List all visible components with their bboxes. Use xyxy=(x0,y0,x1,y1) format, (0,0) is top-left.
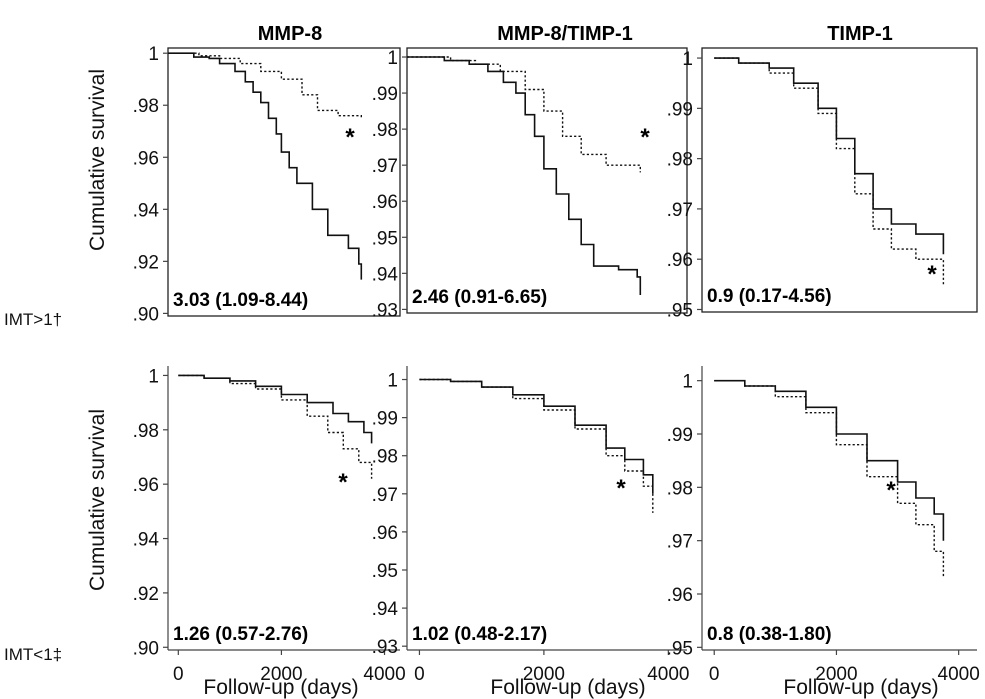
y-tick-label: .93 xyxy=(372,300,398,321)
y-tick-label: .94 xyxy=(372,264,399,285)
panel-1-3: 1 .99 .98 .97 .96 .95 0.9 (0.17-4.56) * xyxy=(667,47,978,321)
y-tick-label: 1 xyxy=(387,371,398,392)
survival-curve-dotted xyxy=(168,52,362,119)
y-tick-label: .98 xyxy=(667,478,693,499)
y-tick-label: .99 xyxy=(372,84,398,105)
y-tick-label: .90 xyxy=(133,638,159,659)
survival-curve-solid xyxy=(419,378,654,494)
annotation-star: * xyxy=(345,124,355,151)
plot-frame xyxy=(701,47,978,313)
y-tick-label: .98 xyxy=(372,120,398,141)
y-tick-label: .95 xyxy=(667,300,693,321)
annotation-star: * xyxy=(338,469,348,496)
y-tick-label: .95 xyxy=(667,638,693,659)
x-axis-title-col2: Follow-up (days) xyxy=(490,676,645,699)
y-tick-label: .92 xyxy=(133,252,159,273)
x-tick-label: 4000 xyxy=(363,664,405,685)
hazard-ratio-label: 1.02 (0.48-2.17) xyxy=(412,624,547,645)
column-title-mmp8: MMP-8 xyxy=(258,23,322,45)
panel-2-3: 1 .99 .98 .97 .96 .95 0 2000 4000 0.8 (0.38-1.80)… xyxy=(667,366,980,685)
y-tick-label: .96 xyxy=(667,585,693,606)
column-title-timp1: TIMP-1 xyxy=(827,23,893,45)
x-tick-label: 0 xyxy=(414,664,425,685)
y-tick-label: .94 xyxy=(133,530,160,551)
hazard-ratio-label: 2.46 (0.91-6.65) xyxy=(412,287,547,308)
x-tick-label: 0 xyxy=(173,664,184,685)
panel-2-1: 1 .98 .96 .94 .92 .90 0 2000 4000 1.26 (0.57-2.76… xyxy=(133,366,406,685)
x-tick-label: 2000 xyxy=(260,664,302,685)
annotation-star: * xyxy=(886,477,896,504)
y-tick-label: .97 xyxy=(372,485,398,506)
y-tick-label: .90 xyxy=(133,304,159,325)
row-label-imt-above: IMT>1† xyxy=(4,310,62,329)
survival-curve-solid xyxy=(168,52,363,280)
x-tick-label: 2000 xyxy=(523,664,565,685)
x-tick-label: 4000 xyxy=(938,664,980,685)
y-tick-label: .98 xyxy=(667,150,693,171)
x-tick-label: 0 xyxy=(709,664,720,685)
survival-curve-solid xyxy=(714,379,945,541)
y-tick-label: .96 xyxy=(372,192,398,213)
survival-curve-dotted xyxy=(714,380,945,578)
y-tick-label: .96 xyxy=(133,148,159,169)
y-tick-label: 1 xyxy=(682,49,693,70)
y-tick-label: .96 xyxy=(667,250,693,271)
y-tick-label: .99 xyxy=(372,409,398,430)
x-axis-title-col1: Follow-up (days) xyxy=(203,676,358,699)
y-tick-label: .98 xyxy=(133,96,159,117)
panel-2-2: 1 .99 .98 .97 .96 .95 .94 .93 0 2000 4000 1.02 (0.4… xyxy=(372,366,689,685)
y-tick-label: .99 xyxy=(667,99,693,120)
y-tick-label: .96 xyxy=(372,523,398,544)
survival-curve-dotted xyxy=(178,374,373,479)
y-tick-label: .98 xyxy=(372,447,398,468)
y-tick-label: 1 xyxy=(148,366,159,387)
y-tick-label: .98 xyxy=(133,421,159,442)
panel-1-1: 1 .98 .96 .94 .92 .90 3.03 (1.09-8.44) * xyxy=(133,44,401,325)
row-label-imt-below: IMT<1‡ xyxy=(4,645,62,664)
panels: 1 .98 .96 .94 .92 .90 3.03 (1.09-8.44) * 1 .99 .98… xyxy=(133,44,980,685)
survival-curve-dotted xyxy=(407,56,641,173)
column-title-ratio: MMP-8/TIMP-1 xyxy=(497,23,633,45)
y-tick-label: .95 xyxy=(372,561,398,582)
y-tick-label: 1 xyxy=(148,44,159,65)
annotation-star: * xyxy=(616,475,626,502)
annotation-star: * xyxy=(640,124,650,151)
hazard-ratio-label: 0.8 (0.38-1.80) xyxy=(707,624,832,645)
x-tick-label: 4000 xyxy=(647,664,689,685)
y-axis-title-top: Cumulative survival xyxy=(86,69,109,251)
plot-frame xyxy=(167,47,401,317)
annotation-star: * xyxy=(927,261,937,288)
y-tick-label: 1 xyxy=(682,372,693,393)
y-tick-label: .96 xyxy=(133,475,159,496)
y-tick-label: .94 xyxy=(133,200,160,221)
panel-1-2: 1 .99 .98 .97 .96 .95 .94 .93 2.46 (0.91-6.65) * xyxy=(372,47,688,321)
survival-curve-solid xyxy=(407,56,642,295)
hazard-ratio-label: 1.26 (0.57-2.76) xyxy=(173,624,308,645)
y-tick-label: .97 xyxy=(667,532,693,553)
survival-curve-dotted xyxy=(714,57,945,285)
y-tick-label: .92 xyxy=(133,584,159,605)
plot-frame xyxy=(406,47,688,314)
y-axis-title-bottom: Cumulative survival xyxy=(86,409,109,591)
y-tick-label: 1 xyxy=(387,48,398,69)
y-tick-label: .94 xyxy=(372,599,399,620)
y-tick-label: .97 xyxy=(372,156,398,177)
y-tick-label: .93 xyxy=(372,637,398,658)
hazard-ratio-label: 0.9 (0.17-4.56) xyxy=(707,286,832,307)
survival-curve-solid xyxy=(714,57,945,255)
survival-curve-dotted xyxy=(419,378,654,513)
x-axis-title-col3: Follow-up (days) xyxy=(783,676,938,699)
y-tick-label: .95 xyxy=(372,228,398,249)
y-tick-label: .99 xyxy=(667,425,693,446)
hazard-ratio-label: 3.03 (1.09-8.44) xyxy=(173,290,308,311)
y-tick-label: .97 xyxy=(667,200,693,221)
x-tick-label: 2000 xyxy=(815,664,857,685)
